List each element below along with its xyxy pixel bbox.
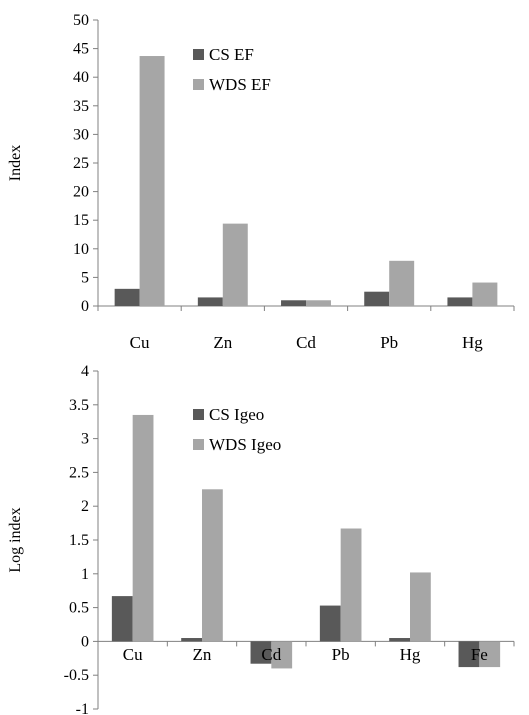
igeo-category-label: Cu [123, 645, 143, 664]
ef-legend-swatch [193, 79, 204, 90]
igeo-category-label: Cd [261, 645, 281, 664]
ef-y-tick-label: 10 [73, 241, 89, 258]
igeo-y-tick-label: 4 [81, 363, 89, 380]
igeo-legend-swatch [193, 439, 204, 450]
ef-y-tick-label: 0 [81, 298, 89, 315]
ef-bar-wds-cu [140, 56, 165, 306]
igeo-y-axis-title: Log index [7, 507, 24, 572]
ef-bar-cs-zn [198, 297, 223, 306]
igeo-legend-label: CS Igeo [209, 405, 264, 424]
igeo-category-label: Zn [193, 645, 212, 664]
ef-y-tick-label: 30 [73, 126, 89, 143]
ef-y-tick-label: 50 [73, 12, 89, 29]
igeo-y-tick-label: 0 [81, 633, 89, 650]
ef-bar-wds-zn [223, 224, 248, 306]
igeo-bar-cs-pb [320, 606, 341, 642]
igeo-y-tick-label: 2.5 [69, 464, 89, 481]
igeo-bar-cs-zn [181, 638, 202, 641]
ef-y-tick-label: 25 [73, 155, 89, 172]
igeo-category-label: Hg [400, 645, 421, 664]
igeo-legend-label: WDS Igeo [209, 435, 281, 454]
ef-y-tick-label: 40 [73, 69, 89, 86]
ef-y-tick-label: 35 [73, 98, 89, 115]
ef-chart: 0 5 10 15 20 25 30 35 40 45 50 Cu Zn Cd Pb Hg Index CS EF… [7, 12, 514, 352]
ef-bar-cs-cd [281, 300, 306, 306]
igeo-bar-cs-hg [389, 638, 410, 641]
ef-category-label: Zn [213, 333, 232, 352]
ef-category-label: Hg [462, 333, 483, 352]
ef-legend-label: CS EF [209, 45, 254, 64]
ef-bar-wds-pb [389, 261, 414, 306]
ef-y-tick-label: 45 [73, 41, 89, 58]
igeo-y-tick-label: -0.5 [64, 667, 89, 684]
igeo-chart: -1 -0.5 0 0.5 1 1.5 2 2.5 3 3.5 4 Cu Zn Cd Pb Hg Fe Log i… [7, 363, 514, 715]
igeo-category-label: Pb [332, 645, 350, 664]
igeo-y-tick-label: 0.5 [69, 600, 89, 617]
ef-legend-label: WDS EF [209, 75, 271, 94]
igeo-bar-wds-zn [202, 489, 223, 641]
igeo-y-tick-label: 3 [81, 431, 89, 448]
igeo-y-tick-label: 2 [81, 498, 89, 515]
igeo-category-label: Fe [471, 645, 488, 664]
igeo-y-tick-label: 1.5 [69, 532, 89, 549]
ef-bar-cs-cu [115, 289, 140, 306]
ef-bar-cs-hg [447, 297, 472, 306]
ef-bar-wds-cd [306, 300, 331, 306]
igeo-y-tick-label: 3.5 [69, 397, 89, 414]
ef-bar-wds-hg [472, 283, 497, 306]
ef-y-tick-label: 15 [73, 212, 89, 229]
ef-y-axis-title: Index [7, 145, 24, 181]
igeo-y-tick-label: -1 [76, 701, 89, 715]
ef-category-label: Pb [380, 333, 398, 352]
ef-category-label: Cu [130, 333, 150, 352]
igeo-legend-swatch [193, 409, 204, 420]
igeo-y-tick-label: 1 [81, 566, 89, 583]
ef-category-label: Cd [296, 333, 316, 352]
igeo-bar-wds-hg [410, 572, 431, 641]
igeo-bar-cs-cu [112, 596, 133, 641]
ef-y-tick-label: 5 [81, 269, 89, 286]
igeo-bar-wds-pb [341, 529, 362, 642]
ef-legend-swatch [193, 49, 204, 60]
ef-y-tick-label: 20 [73, 184, 89, 201]
igeo-bar-wds-cu [133, 415, 154, 641]
ef-bar-cs-pb [364, 292, 389, 306]
